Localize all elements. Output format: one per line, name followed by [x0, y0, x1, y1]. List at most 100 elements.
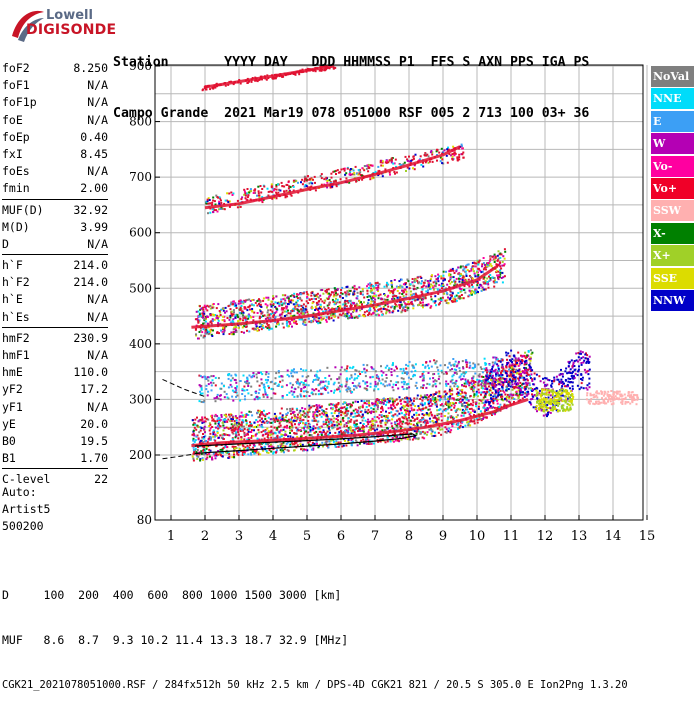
echo-dot	[240, 380, 242, 382]
echo-dot	[416, 387, 418, 389]
echo-dot	[254, 450, 256, 452]
echo-dot	[279, 431, 281, 433]
echo-dot	[233, 328, 235, 330]
echo-dot	[423, 414, 425, 416]
echo-dot	[340, 410, 342, 412]
echo-dot	[375, 420, 377, 422]
echo-dot	[310, 295, 312, 297]
echo-dot	[409, 401, 411, 403]
echo-dot	[215, 427, 217, 429]
echo-dot	[204, 378, 206, 380]
echo-dot	[508, 366, 510, 368]
echo-dot	[382, 383, 384, 385]
echo-dot	[422, 397, 424, 399]
echo-dot	[508, 369, 510, 371]
echo-dot	[294, 417, 296, 419]
echo-dot	[413, 414, 415, 416]
echo-dot	[228, 456, 230, 458]
echo-dot	[486, 371, 488, 373]
echo-dot	[441, 287, 443, 289]
echo-dot	[397, 310, 399, 312]
echo-dot	[394, 413, 396, 415]
echo-dot	[545, 398, 547, 400]
echo-dot	[338, 387, 340, 389]
echo-dot	[275, 452, 277, 454]
echo-dot	[335, 446, 337, 448]
echo-dot	[457, 424, 459, 426]
echo-dot	[354, 378, 356, 380]
echo-dot	[459, 401, 461, 403]
echo-dot	[531, 393, 533, 395]
echo-dot	[195, 439, 197, 441]
echo-dot	[420, 402, 422, 404]
echo-dot	[577, 370, 579, 372]
echo-dot	[319, 383, 321, 385]
echo-dot	[428, 401, 430, 403]
echo-dot	[588, 402, 590, 404]
echo-dot	[305, 384, 307, 386]
echo-dot	[611, 397, 613, 399]
echo-dot	[233, 311, 235, 313]
echo-dot	[334, 432, 336, 434]
echo-dot	[491, 383, 493, 385]
echo-dot	[236, 453, 238, 455]
echo-dot	[314, 432, 316, 434]
echo-dot	[632, 398, 634, 400]
echo-dot	[525, 382, 527, 384]
echo-dot	[530, 398, 532, 400]
echo-dot	[617, 393, 619, 395]
echo-dot	[328, 428, 330, 430]
echo-dot	[334, 412, 336, 414]
echo-dot	[223, 333, 225, 335]
echo-dot	[402, 386, 404, 388]
echo-dot	[405, 293, 407, 295]
echo-dot	[358, 286, 360, 288]
echo-dot	[392, 408, 394, 410]
echo-dot	[449, 395, 451, 397]
echo-dot	[330, 378, 332, 380]
echo-dot	[403, 368, 405, 370]
echo-dot	[453, 397, 455, 399]
echo-dot	[229, 420, 231, 422]
echo-dot	[441, 428, 443, 430]
echo-dot	[350, 374, 352, 376]
echo-dot	[293, 391, 295, 393]
echo-dot	[365, 420, 367, 422]
echo-dot	[569, 378, 571, 380]
echo-dot	[417, 405, 419, 407]
echo-dot	[387, 299, 389, 301]
echo-dot	[200, 335, 202, 337]
echo-dot	[344, 424, 346, 426]
echo-dot	[315, 393, 317, 395]
echo-dot	[217, 394, 219, 396]
echo-dot	[318, 410, 320, 412]
echo-dot	[323, 410, 325, 412]
echo-dot	[311, 388, 313, 390]
echo-dot	[478, 287, 480, 289]
echo-dot	[249, 444, 251, 446]
echo-dot	[263, 384, 265, 386]
echo-dot	[235, 415, 237, 417]
echo-dot	[334, 390, 336, 392]
echo-dot	[370, 386, 372, 388]
echo-dot	[525, 388, 527, 390]
echo-dot	[373, 411, 375, 413]
echo-dot	[467, 421, 469, 423]
echo-dot	[208, 383, 210, 385]
echo-dot	[219, 434, 221, 436]
echo-dot	[586, 394, 588, 396]
echo-dot	[296, 371, 298, 373]
echo-dot	[323, 431, 325, 433]
echo-dot	[385, 404, 387, 406]
echo-dot	[338, 412, 340, 414]
echo-dot	[236, 424, 238, 426]
echo-dot	[550, 403, 552, 405]
echo-dot	[237, 428, 239, 430]
echo-dot	[534, 378, 536, 380]
echo-dot	[501, 386, 503, 388]
echo-dot	[454, 272, 456, 274]
echo-dot	[293, 396, 295, 398]
echo-dot	[480, 285, 482, 287]
echo-dot	[568, 410, 570, 412]
echo-dot	[316, 371, 318, 373]
